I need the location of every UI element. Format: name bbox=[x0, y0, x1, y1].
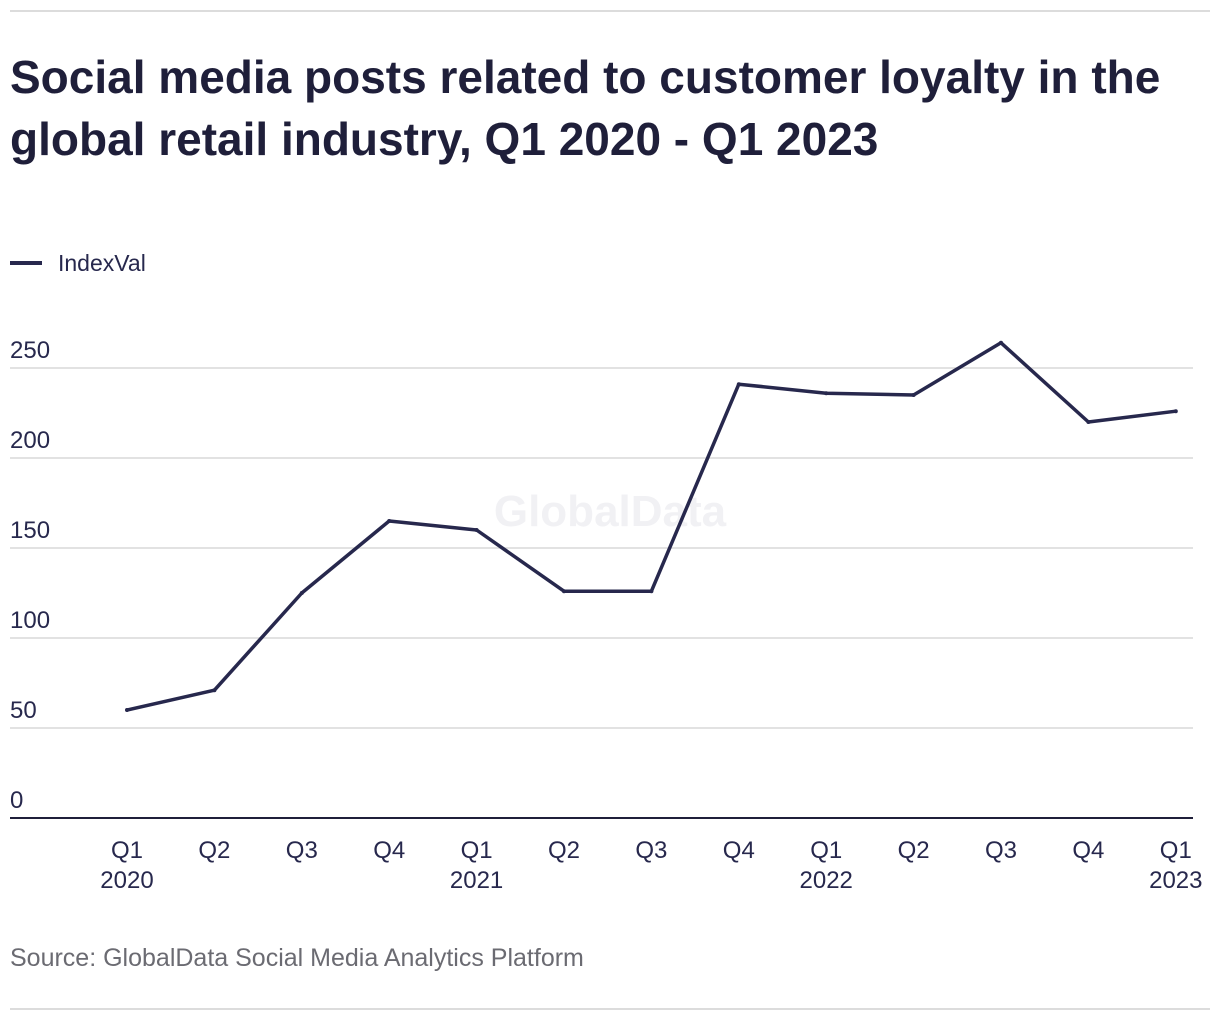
x-tick-line: Q1 bbox=[461, 837, 493, 864]
x-tick-label: Q2 bbox=[198, 837, 230, 864]
x-tick-line: Q3 bbox=[985, 837, 1017, 864]
x-tick-line: 2023 bbox=[1149, 867, 1202, 894]
x-tick-label: Q3 bbox=[985, 837, 1017, 864]
source-note: Source: GlobalData Social Media Analytic… bbox=[10, 944, 584, 972]
x-tick-line: Q2 bbox=[548, 837, 580, 864]
y-tick-label: 50 bbox=[10, 697, 37, 724]
x-tick-line: Q2 bbox=[198, 837, 230, 864]
data-point bbox=[649, 589, 654, 594]
legend-swatch bbox=[10, 261, 42, 265]
y-tick-label: 200 bbox=[10, 427, 50, 454]
chart-title: Social media posts related to customer l… bbox=[10, 51, 1161, 165]
x-tick-line: Q1 bbox=[810, 837, 842, 864]
x-tick-line: Q1 bbox=[1160, 837, 1192, 864]
x-tick-line: Q3 bbox=[286, 837, 318, 864]
x-tick-label: Q2 bbox=[898, 837, 930, 864]
x-tick-label: Q4 bbox=[723, 837, 755, 864]
y-tick-label: 150 bbox=[10, 517, 50, 544]
x-tick-line: Q4 bbox=[1072, 837, 1104, 864]
data-point bbox=[299, 591, 304, 595]
x-tick-line: 2022 bbox=[800, 867, 853, 894]
x-tick-label: Q1 2021 bbox=[450, 837, 503, 894]
x-tick-line: Q4 bbox=[373, 837, 405, 864]
x-tick-label: Q1 2022 bbox=[800, 837, 853, 894]
data-point bbox=[736, 382, 741, 387]
series-layer bbox=[125, 340, 1178, 712]
data-point bbox=[474, 528, 479, 532]
x-tick-line: 2021 bbox=[450, 867, 503, 894]
top-rule bbox=[10, 10, 1210, 12]
data-point bbox=[824, 391, 829, 396]
x-tick-labels: Q1 2020 Q2 Q3 Q4 Q1 2021 Q2 Q3 Q4 Q1 2022 Q2 Q3 Q4 Q1 20… bbox=[100, 837, 1202, 894]
x-tick-label: Q3 bbox=[635, 837, 667, 864]
x-tick-line: Q3 bbox=[635, 837, 667, 864]
x-tick-label: Q2 bbox=[548, 837, 580, 864]
x-tick-line: 2020 bbox=[100, 867, 153, 894]
watermark: GlobalData bbox=[494, 487, 727, 536]
legend-label: IndexVal bbox=[58, 249, 146, 276]
data-point bbox=[212, 688, 217, 693]
x-tick-label: Q1 2020 bbox=[100, 837, 153, 894]
data-point bbox=[1173, 409, 1178, 414]
y-tick-label: 250 bbox=[10, 337, 50, 364]
y-tick-label: 0 bbox=[10, 787, 23, 814]
data-point bbox=[999, 340, 1003, 345]
data-point bbox=[562, 589, 566, 594]
x-tick-label: Q3 bbox=[286, 837, 318, 864]
bottom-rule bbox=[10, 1008, 1210, 1010]
x-tick-line: Q2 bbox=[898, 837, 930, 864]
data-point bbox=[911, 393, 916, 397]
y-tick-labels: 0 50 100 150 200 250 bbox=[10, 337, 50, 814]
x-tick-label: Q4 bbox=[373, 837, 405, 864]
grid-lines bbox=[10, 367, 1193, 819]
data-point bbox=[1086, 420, 1091, 424]
x-tick-label: Q4 bbox=[1072, 837, 1104, 864]
x-tick-label: Q1 2023 bbox=[1149, 837, 1202, 894]
x-tick-line: Q1 bbox=[111, 837, 143, 864]
x-tick-line: Q4 bbox=[723, 837, 755, 864]
y-tick-label: 100 bbox=[10, 607, 50, 634]
data-point bbox=[387, 519, 392, 523]
data-point bbox=[125, 708, 129, 712]
legend: IndexVal bbox=[10, 248, 146, 278]
